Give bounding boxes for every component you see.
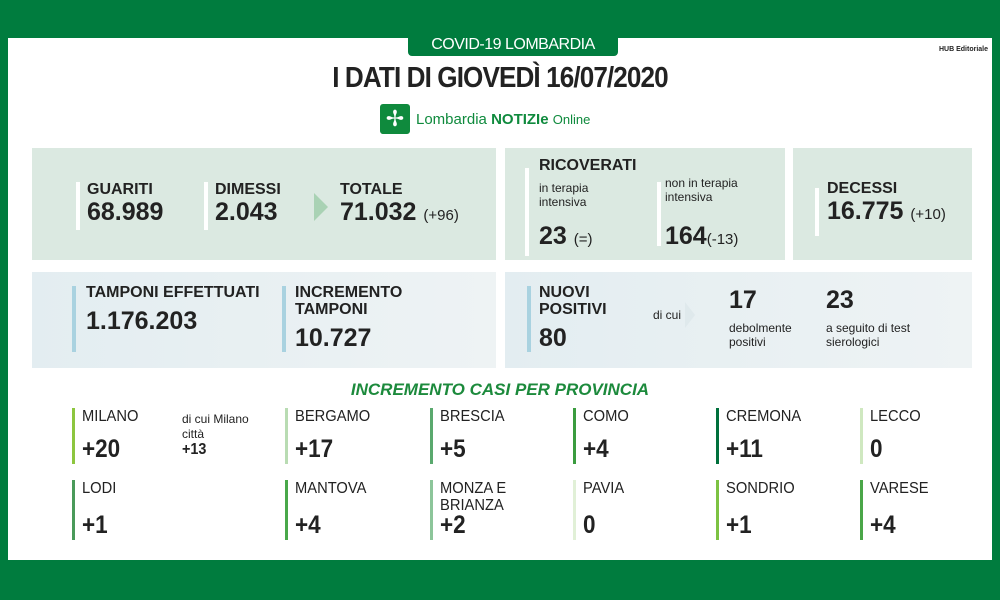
nuovi-positivi-stat: NUOVI POSITIVI 80 [539, 284, 607, 352]
footer-band [0, 560, 1000, 600]
province-mantova: MANTOVA +4 [285, 480, 373, 540]
totale-stat: TOTALE 71.032 (+96) [340, 181, 459, 226]
province-value: +5 [440, 435, 466, 463]
color-bar [860, 408, 863, 464]
province-value: +2 [440, 511, 466, 539]
intensiva-label: in terapia intensiva [539, 181, 589, 209]
guariti-stat: GUARITI 68.989 [87, 181, 164, 226]
color-bar [430, 480, 433, 540]
decessi-panel: DECESSI 16.775 (+10) [793, 148, 972, 260]
province-name: MILANO [82, 408, 139, 425]
color-bar [573, 408, 576, 464]
lombardia-rose-icon: ✢ [380, 104, 410, 134]
di-cui-label: di cui [653, 308, 682, 322]
province-name: BERGAMO [295, 408, 371, 425]
province-monza-e-brianza: MONZA E BRIANZA +2 [430, 480, 530, 540]
province-bergamo: BERGAMO +17 [285, 408, 377, 464]
province-lodi: LODI +1 [72, 480, 119, 540]
color-bar [72, 408, 75, 464]
positivi-panel: NUOVI POSITIVI 80 di cui 17 debolmente pos… [505, 272, 972, 368]
color-bar [430, 408, 433, 464]
decessi-stat: DECESSI 16.775 (+10) [827, 180, 946, 225]
province-value: +1 [82, 511, 108, 539]
header-tag: COVID-19 LOMBARDIA [408, 34, 618, 56]
province-name: LECCO [870, 408, 921, 425]
logo: ✢ Lombardia NOTIZIe Online [380, 104, 590, 134]
province-value: +4 [295, 511, 321, 539]
recovered-panel: GUARITI 68.989 DIMESSI 2.043 TOTALE 71.032 … [32, 148, 496, 260]
tamponi-panel: TAMPONI EFFETTUATI 1.176.203 INCREMENTO T… [32, 272, 496, 368]
color-bar [573, 480, 576, 540]
dimessi-stat: DIMESSI 2.043 [215, 181, 281, 226]
province-milano: MILANO +20 [72, 408, 143, 464]
non-intensiva-label: non in terapia intensiva [665, 176, 738, 204]
province-name: MANTOVA [295, 480, 367, 497]
intensiva-value: 23 (=) [539, 222, 593, 250]
province-sondrio: SONDRIO +1 [716, 480, 801, 540]
province-name: CREMONA [726, 408, 802, 425]
province-name: SONDRIO [726, 480, 795, 497]
province-name: VARESE [870, 480, 929, 497]
province-value: +4 [870, 511, 896, 539]
color-bar [285, 480, 288, 540]
province-title: INCREMENTO CASI PER PROVINCIA [350, 380, 650, 399]
province-value: 0 [870, 435, 883, 463]
logo-text: Lombardia NOTIZIe Online [416, 110, 591, 128]
province-name: BRESCIA [440, 408, 505, 425]
color-bar [860, 480, 863, 540]
non-intensiva-value: 164(-13) [665, 222, 739, 250]
color-bar [285, 408, 288, 464]
province-varese: VARESE +4 [860, 480, 934, 540]
ricoverati-panel: RICOVERATI in terapia intensiva 23 (=) n… [505, 148, 785, 260]
province-value: +4 [583, 435, 609, 463]
province-name: LODI [82, 480, 117, 497]
arrow-right-icon [685, 302, 695, 328]
debolmente-stat: 17 debolmente positivi [729, 286, 792, 349]
ricoverati-label: RICOVERATI [539, 157, 637, 174]
province-name: COMO [583, 408, 629, 425]
milano-citta: di cui Milano città +13 [182, 412, 249, 458]
province-brescia: BRESCIA +5 [430, 408, 510, 464]
province-pavia: PAVIA 0 [573, 480, 628, 540]
province-name: PAVIA [583, 480, 625, 497]
province-value: +17 [295, 435, 334, 463]
incremento-tamponi-stat: INCREMENTO TAMPONI 10.727 [295, 284, 403, 352]
province-value: 0 [583, 511, 596, 539]
province-value: +1 [726, 511, 752, 539]
province-como: COMO +4 [573, 408, 633, 464]
publisher-label: HUB Editoriale [938, 46, 988, 53]
color-bar [716, 480, 719, 540]
province-lecco: LECCO 0 [860, 408, 925, 464]
color-bar [72, 480, 75, 540]
province-name: MONZA E BRIANZA [440, 480, 507, 514]
tamponi-stat: TAMPONI EFFETTUATI 1.176.203 [86, 284, 260, 335]
page-title: I DATI DI GIOVEDÌ 16/07/2020 [332, 62, 668, 94]
arrow-right-icon [314, 193, 328, 221]
province-value: +20 [82, 435, 121, 463]
sierologici-stat: 23 a seguito di test sierologici [826, 286, 911, 349]
color-bar [716, 408, 719, 464]
province-cremona: CREMONA +11 [716, 408, 808, 464]
province-value: +11 [726, 435, 763, 463]
